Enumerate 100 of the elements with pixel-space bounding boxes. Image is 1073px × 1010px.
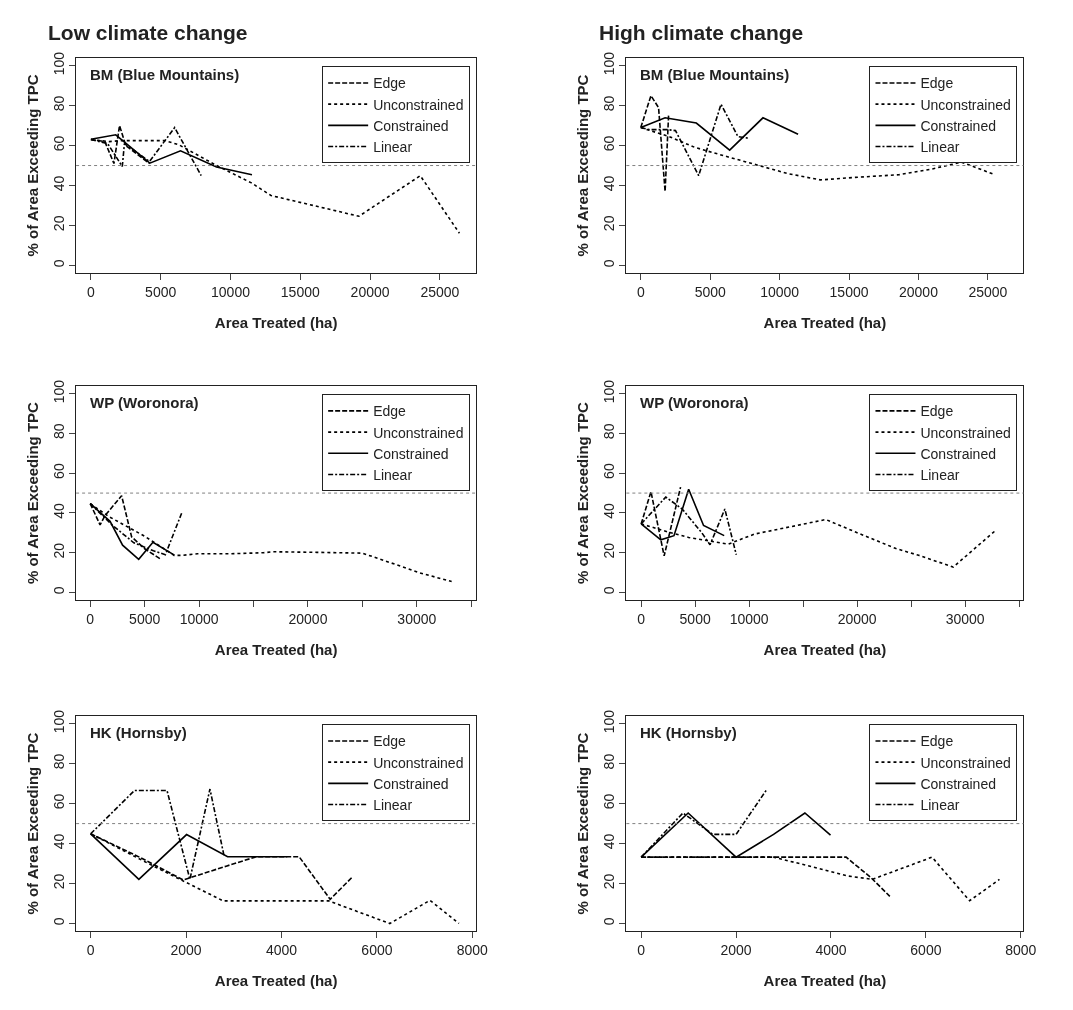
y-tick-label: 0 (50, 586, 67, 595)
y-axis-title: % of Area Exceeding TPC (574, 401, 591, 585)
x-tick-label: 6000 (361, 942, 393, 959)
y-tick-label: 0 (50, 917, 67, 926)
legend-label: Constrained (373, 775, 449, 792)
legend-label: Linear (920, 138, 960, 155)
x-axis-title: Area Treated (ha) (214, 641, 338, 659)
legend-label: Linear (920, 466, 960, 483)
legend-label: Constrained (920, 117, 996, 134)
x-tick-label: 0 (86, 611, 95, 628)
y-tick-label: 0 (600, 917, 617, 926)
x-tick-label: 5000 (694, 284, 726, 301)
x-tick-label: 10000 (211, 284, 251, 301)
legend-label: Edge (373, 403, 407, 420)
y-tick-label: 60 (50, 463, 67, 479)
legend-label: Edge (920, 403, 954, 420)
x-tick-label: 20000 (899, 284, 939, 301)
x-tick-label: 30000 (945, 611, 985, 628)
legend-label: Constrained (373, 445, 449, 462)
x-tick-label: 8000 (456, 942, 489, 959)
legend-label: Linear (373, 138, 413, 155)
y-tick-label: 80 (50, 95, 67, 112)
legend-label: Constrained (373, 117, 449, 134)
y-tick-label: 40 (50, 175, 67, 192)
y-tick-label: 60 (600, 793, 617, 810)
y-axis-title: % of Area Exceeding TPC (574, 732, 591, 915)
x-axis-title: Area Treated (ha) (214, 972, 338, 990)
x-axis-title: Area Treated (ha) (763, 314, 887, 332)
x-tick-label: 0 (637, 942, 646, 959)
legend-label: Unconstrained (373, 96, 464, 113)
legend-label: Unconstrained (373, 424, 464, 441)
x-axis-title: Area Treated (ha) (763, 972, 887, 990)
x-tick-label: 15000 (280, 284, 320, 301)
text: BM (Blue Mountains) (90, 66, 240, 83)
legend-label: Unconstrained (920, 754, 1011, 771)
y-tick-label: 40 (50, 502, 67, 519)
chart-title: Low climate change (48, 21, 248, 44)
y-tick-label: 80 (600, 95, 617, 112)
x-tick-label: 30000 (397, 611, 437, 628)
y-axis-title: % of Area Exceeding TPC (23, 732, 41, 915)
y-tick-label: 40 (600, 833, 617, 850)
legend-label: Constrained (920, 775, 996, 792)
x-tick-label: 5000 (679, 611, 711, 628)
x-tick-label: 6000 (910, 942, 942, 959)
legend-label: Edge (920, 733, 954, 750)
x-tick-label: 8000 (1005, 942, 1037, 959)
x-tick-label: 0 (87, 284, 96, 301)
legend-label: Linear (373, 797, 413, 814)
y-tick-label: 0 (600, 259, 617, 268)
text: HK (Hornsby) (640, 724, 737, 741)
y-tick-label: 80 (50, 423, 67, 440)
y-tick-label: 60 (600, 135, 617, 152)
y-axis-title: % of Area Exceeding TPC (574, 74, 591, 257)
x-tick-label: 4000 (265, 942, 298, 959)
y-tick-label: 100 (50, 51, 67, 76)
x-axis-title: Area Treated (ha) (214, 314, 338, 332)
y-tick-label: 80 (50, 753, 67, 770)
y-axis-title: % of Area Exceeding TPC (23, 401, 41, 585)
text: WP (Woronora) (90, 394, 199, 411)
y-tick-label: 20 (50, 873, 67, 890)
x-tick-label: 4000 (815, 942, 847, 959)
y-tick-label: 20 (50, 542, 67, 559)
x-axis-title: Area Treated (ha) (763, 641, 887, 659)
y-axis-title: % of Area Exceeding TPC (23, 74, 41, 257)
x-tick-label: 25000 (968, 284, 1008, 301)
y-tick-label: 60 (600, 463, 617, 479)
legend-label: Linear (373, 466, 413, 483)
y-tick-label: 40 (50, 833, 67, 850)
x-tick-label: 5000 (145, 284, 177, 301)
x-tick-label: 2000 (170, 942, 202, 959)
legend-label: Constrained (920, 445, 996, 462)
legend-label: Edge (373, 75, 407, 92)
x-tick-label: 5000 (129, 611, 161, 628)
y-tick-label: 40 (600, 175, 617, 192)
x-tick-label: 25000 (420, 284, 460, 301)
x-tick-label: 0 (637, 611, 646, 628)
y-tick-label: 60 (50, 793, 67, 810)
x-tick-label: 10000 (760, 284, 800, 301)
y-tick-label: 100 (50, 709, 67, 734)
y-tick-label: 0 (50, 259, 67, 268)
y-tick-label: 60 (50, 135, 67, 152)
legend-label: Linear (920, 797, 960, 814)
x-tick-label: 20000 (350, 284, 390, 301)
x-tick-label: 0 (636, 284, 645, 301)
y-tick-label: 100 (600, 709, 617, 734)
x-tick-label: 15000 (829, 284, 869, 301)
legend-label: Unconstrained (920, 424, 1011, 441)
x-tick-label: 20000 (837, 611, 877, 628)
y-tick-label: 20 (600, 542, 617, 559)
y-tick-label: 20 (50, 215, 67, 232)
chart-title: High climate change (599, 21, 804, 44)
x-tick-label: 10000 (729, 611, 769, 628)
y-tick-label: 80 (600, 423, 617, 440)
text: WP (Woronora) (640, 394, 749, 411)
legend-label: Unconstrained (920, 96, 1011, 113)
text: HK (Hornsby) (90, 724, 187, 741)
x-tick-label: 10000 (179, 611, 219, 628)
text: BM (Blue Mountains) (640, 66, 790, 83)
y-tick-label: 100 (50, 379, 67, 404)
x-tick-label: 0 (86, 942, 95, 959)
